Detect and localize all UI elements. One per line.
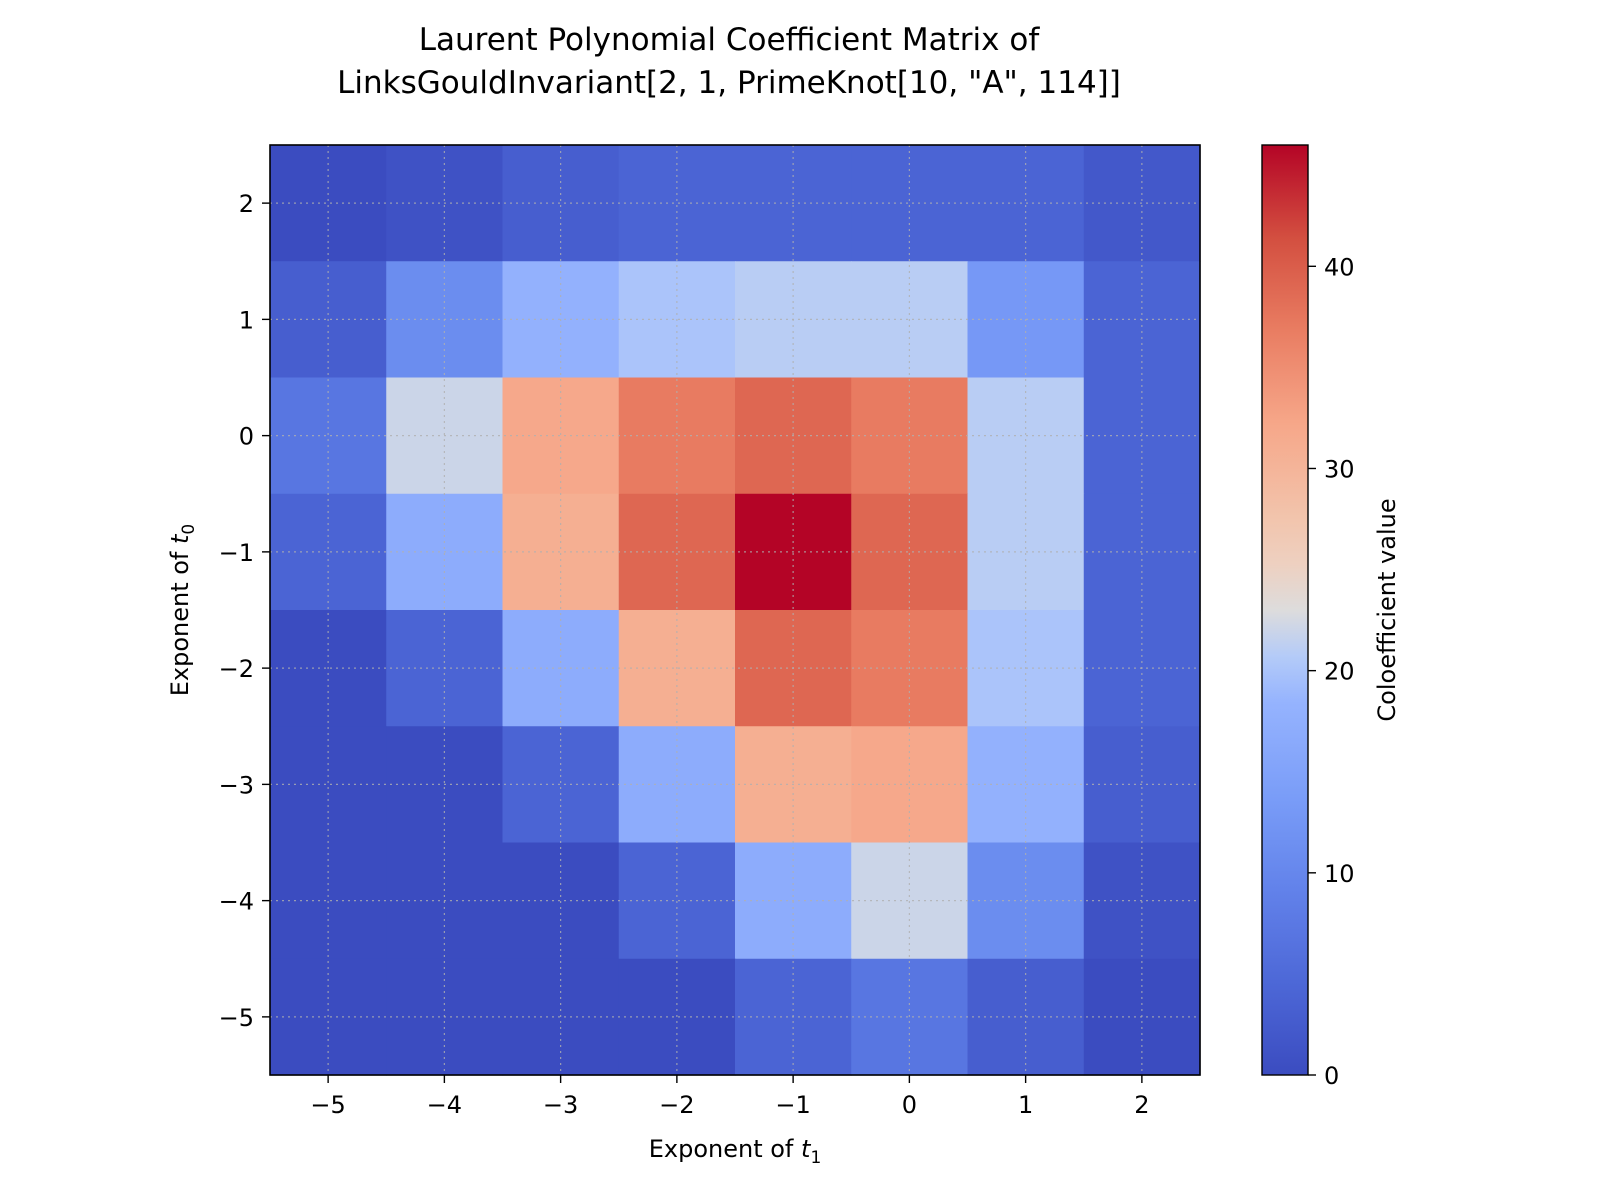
- heatmap-cell: [502, 958, 620, 1076]
- y-tick-label: 2: [239, 190, 254, 218]
- heatmap-cells: [270, 145, 1201, 1076]
- heatmap-cell: [851, 726, 969, 844]
- x-axis: −5 −4 −3 −2 −1 0 1 2: [310, 1075, 1150, 1119]
- heatmap-cell: [1083, 842, 1201, 960]
- chart-title-line1: Laurent Polynomial Coefficient Matrix of: [419, 22, 1041, 58]
- heatmap-cell: [851, 145, 969, 262]
- y-tick-label: −4: [219, 888, 254, 916]
- x-tick-label: −2: [659, 1091, 694, 1119]
- heatmap-cell: [1083, 493, 1201, 611]
- heatmap-cell: [1083, 377, 1201, 495]
- heatmap-cell: [502, 842, 620, 960]
- heatmap-cell: [270, 726, 387, 844]
- colorbar-tick-label: 40: [1324, 253, 1355, 281]
- heatmap-cell: [502, 377, 620, 495]
- colorbar-label: Coloefficient value: [1373, 498, 1401, 721]
- heatmap-cell: [270, 145, 387, 262]
- heatmap-cell: [1083, 958, 1201, 1076]
- colorbar-tick-label: 20: [1324, 658, 1355, 686]
- x-tick-label: 1: [1018, 1091, 1033, 1119]
- x-tick-label: −5: [310, 1091, 345, 1119]
- y-tick-label: −2: [219, 655, 254, 683]
- heatmap-cell: [967, 377, 1085, 495]
- y-axis-label: Exponent of t0: [166, 524, 199, 697]
- y-tick-label: 1: [239, 306, 254, 334]
- grid-lines: [270, 145, 1200, 1075]
- heatmap-cell: [502, 493, 620, 611]
- colorbar-tick-label: 10: [1324, 860, 1355, 888]
- x-axis-label: Exponent of t1: [649, 1135, 822, 1168]
- x-tick-label: −4: [427, 1091, 462, 1119]
- colorbar-tick-label: 30: [1324, 455, 1355, 483]
- y-tick-label: −3: [219, 771, 254, 799]
- x-tick-label: −1: [775, 1091, 810, 1119]
- x-tick-label: 2: [1134, 1091, 1149, 1119]
- colorbar-tick-label: 0: [1324, 1062, 1339, 1090]
- heatmap-cell: [618, 842, 736, 960]
- x-tick-label: −3: [543, 1091, 578, 1119]
- heatmap-cell: [618, 493, 736, 611]
- chart-title-line2: LinksGouldInvariant[2, 1, PrimeKnot[10, …: [337, 65, 1121, 101]
- heatmap-cell: [618, 958, 736, 1076]
- x-tick-label: 0: [902, 1091, 917, 1119]
- heatmap-cell: [967, 842, 1085, 960]
- y-tick-label: 0: [239, 423, 254, 451]
- heatmap-cell: [967, 958, 1085, 1076]
- colorbar: [1261, 144, 1309, 1076]
- heatmap-cell: [967, 493, 1085, 611]
- y-axis: 2 1 0 −1 −2 −3 −4 −5: [219, 190, 270, 1032]
- y-tick-label: −5: [219, 1004, 254, 1032]
- plot-frame: [269, 144, 1201, 1076]
- colorbar-axis: 0 10 20 30 40: [1308, 253, 1355, 1090]
- y-tick-label: −1: [219, 539, 254, 567]
- heatmap-cell: [618, 377, 736, 495]
